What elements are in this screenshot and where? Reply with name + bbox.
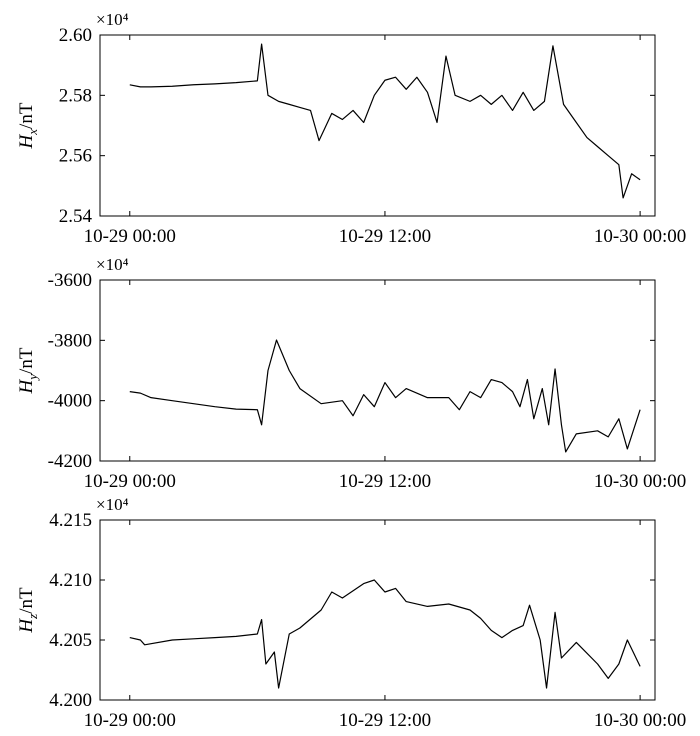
y-tick-label: 4.210 <box>49 570 92 591</box>
x-tick-label: 10-30 00:00 <box>594 471 686 492</box>
x-tick-label: 10-30 00:00 <box>594 710 686 731</box>
x-tick-label: 10-29 12:00 <box>339 710 431 731</box>
y-axis-label: Hy/nT <box>16 347 40 394</box>
y-label-unit: /nT <box>16 347 37 374</box>
data-line <box>129 579 641 689</box>
y-label-symbol: H <box>16 133 37 149</box>
y-tick-label: -4000 <box>48 391 92 412</box>
x-tick-label: 10-29 12:00 <box>339 226 431 247</box>
y-tick-label: -3800 <box>48 330 92 351</box>
plot-frame <box>99 519 656 701</box>
x-tick-label: 10-29 00:00 <box>84 226 176 247</box>
plot-frame <box>99 34 656 217</box>
x-tick-label: 10-29 00:00 <box>84 710 176 731</box>
y-axis-label: Hx/nT <box>16 102 40 149</box>
y-tick-label: 4.200 <box>49 690 92 711</box>
y-tick-label: 2.58 <box>59 85 92 106</box>
y-label-symbol: H <box>16 378 37 394</box>
y-axis-label: Hz/nT <box>16 587 40 634</box>
y-tick-label: 2.56 <box>59 146 92 167</box>
panel: 4.200 4.205 4.210 4.215 10-29 00:00 10-29 12:… <box>16 495 686 731</box>
x-tick-label: 10-29 12:00 <box>339 471 431 492</box>
y-label-symbol: H <box>16 618 37 634</box>
y-tick-label: -4200 <box>48 451 92 472</box>
y-tick-label: 4.205 <box>49 630 92 651</box>
panel: 2.54 2.56 2.58 2.60 10-29 00:00 10-29 12:00 10… <box>16 10 686 247</box>
y-tick-label: 4.215 <box>49 510 92 531</box>
y-tick-label: 2.60 <box>59 25 92 46</box>
data-line <box>129 43 641 199</box>
axis-multiplier: ×10⁴ <box>96 10 129 29</box>
y-label-unit: /nT <box>16 102 37 129</box>
y-label-subscript: z <box>25 614 40 620</box>
y-label-subscript: y <box>25 374 40 382</box>
y-label-subscript: x <box>25 129 40 136</box>
axis-multiplier: ×10⁴ <box>96 495 129 514</box>
data-line <box>129 339 641 453</box>
panel: -4200 -4000 -3800 -3600 10-29 00:00 10-29 12:… <box>16 255 686 492</box>
plot-frame <box>99 279 656 462</box>
y-label-unit: /nT <box>16 587 37 614</box>
x-tick-label: 10-29 00:00 <box>84 471 176 492</box>
y-tick-label: -3600 <box>48 270 92 291</box>
axis-multiplier: ×10⁴ <box>96 255 129 274</box>
y-tick-label: 2.54 <box>59 206 93 227</box>
x-tick-label: 10-30 00:00 <box>594 226 686 247</box>
